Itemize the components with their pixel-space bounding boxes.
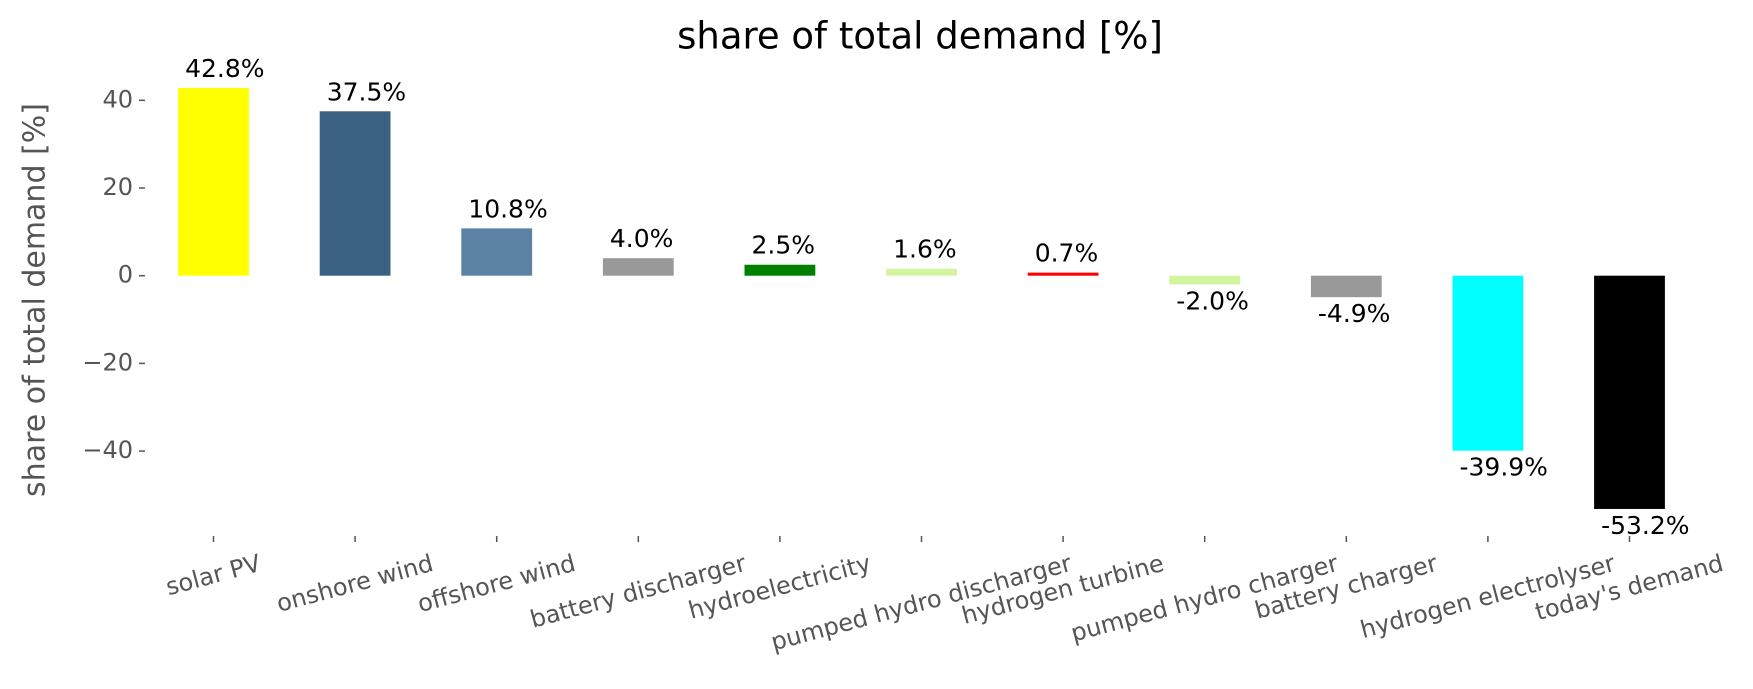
value-label: 0.7%: [1035, 239, 1099, 268]
bar: [1310, 275, 1382, 298]
x-tick-label: solar PV: [163, 549, 264, 601]
y-tick-label: 0: [118, 261, 133, 289]
bar: [1169, 275, 1241, 285]
value-label: 10.8%: [468, 194, 547, 223]
value-label: 2.5%: [752, 231, 816, 260]
value-label: -4.9%: [1318, 299, 1391, 328]
bar: [1594, 275, 1665, 509]
bar: [1027, 272, 1099, 276]
value-label: 37.5%: [327, 77, 406, 106]
x-tick-label: onshore wind: [274, 549, 437, 618]
bar: [461, 228, 533, 276]
chart-title: share of total demand [%]: [677, 15, 1163, 58]
bar: [744, 264, 816, 276]
value-label: -39.9%: [1460, 453, 1548, 482]
value-label: 42.8%: [185, 54, 264, 83]
value-label: -2.0%: [1176, 286, 1249, 315]
bar: [602, 258, 674, 276]
bar: [886, 268, 957, 276]
value-label: 1.6%: [893, 235, 957, 264]
bar: [319, 111, 391, 276]
bar: [1452, 275, 1524, 451]
y-tick-label: −40: [82, 436, 133, 464]
y-axis-label: share of total demand [%]: [18, 103, 53, 497]
y-tick-label: 40: [102, 85, 133, 113]
value-label: -53.2%: [1601, 511, 1689, 540]
y-tick-label: 20: [102, 173, 133, 201]
bar: [178, 88, 249, 276]
value-label: 4.0%: [610, 224, 674, 253]
y-tick-label: −20: [82, 348, 133, 376]
